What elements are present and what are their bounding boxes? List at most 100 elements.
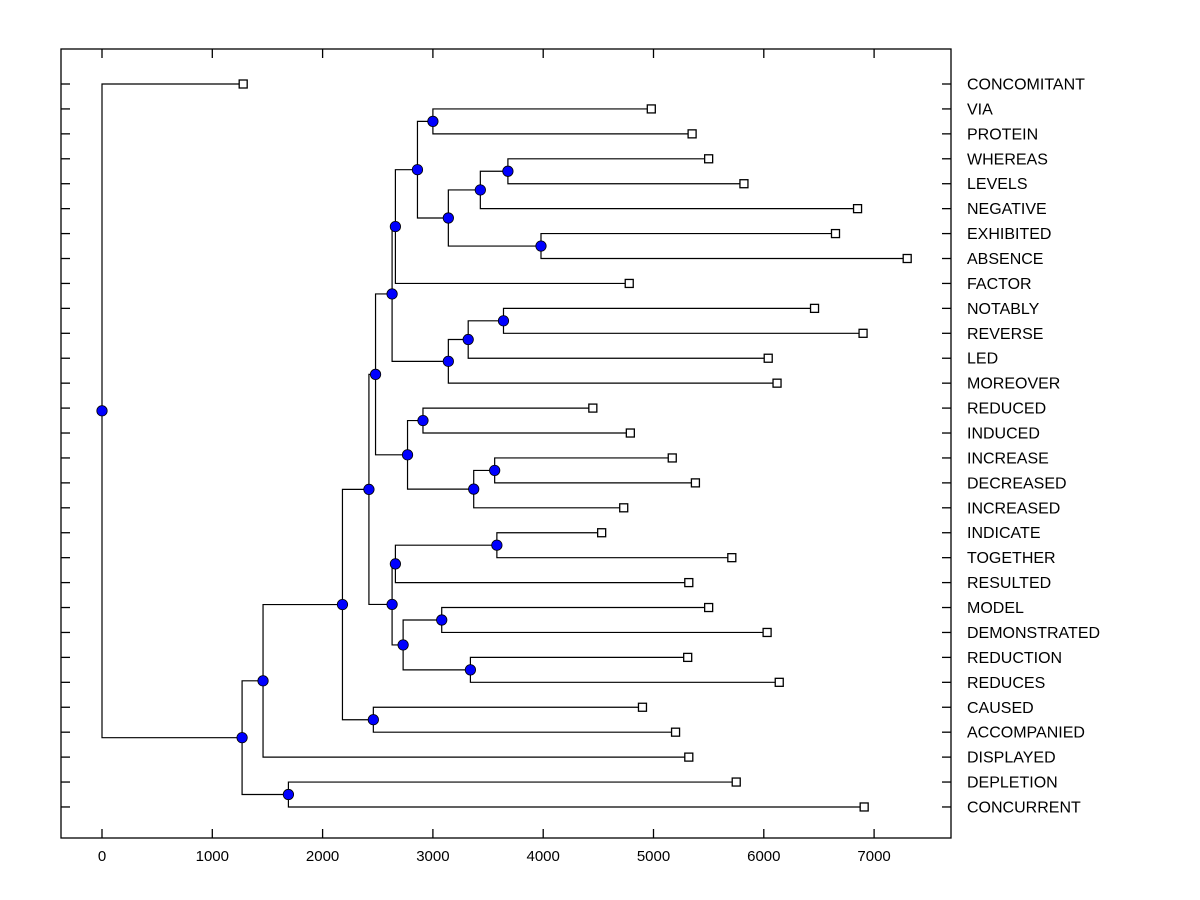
leaf-branch — [540, 232, 836, 247]
merge-node — [257, 675, 269, 687]
merge-node — [489, 464, 501, 477]
leaf-marker — [763, 353, 773, 363]
cluster-branch — [394, 544, 497, 564]
x-tick-label: 5000 — [637, 848, 670, 865]
merge-node — [464, 664, 477, 676]
leaf-marker — [667, 453, 677, 463]
x-tick-label: 4000 — [527, 848, 560, 865]
cluster-branch — [374, 374, 408, 456]
leaf-marker — [670, 727, 681, 737]
merge-node — [389, 558, 401, 570]
leaf-branch — [540, 246, 908, 260]
merge-node — [535, 240, 547, 252]
leaf-label: TOGETHER — [967, 550, 1056, 567]
leaf-label: INDUCED — [967, 426, 1040, 443]
leaf-branch — [502, 307, 815, 321]
cluster-branch — [447, 338, 469, 362]
cluster-branch — [241, 737, 289, 796]
leaf-label: VIA — [967, 101, 993, 118]
leaf-label: CONCOMITANT — [967, 77, 1085, 94]
merge-node — [462, 333, 474, 346]
cluster-branch — [368, 373, 376, 490]
x-tick-label: 2000 — [306, 848, 339, 865]
leaf-branch — [507, 158, 709, 172]
plot-frame — [60, 48, 952, 839]
cluster-branch — [406, 454, 474, 490]
leaf-marker — [858, 328, 868, 338]
cluster-branch — [241, 680, 264, 738]
leaf-label: INCREASED — [967, 500, 1060, 517]
cluster-branch — [406, 419, 423, 455]
cluster-branch — [473, 469, 495, 490]
leaf-marker — [774, 677, 784, 687]
leaf-label: INDICATE — [967, 525, 1040, 542]
cluster-branch — [479, 170, 508, 190]
cluster-branch — [447, 217, 541, 247]
leaf-label: ACCOMPANIED — [967, 725, 1085, 742]
leaf-branch — [467, 339, 769, 359]
cluster-branch — [368, 489, 393, 606]
merge-node — [474, 184, 486, 196]
leaf-label: CAUSED — [967, 700, 1034, 717]
leaf-label: LED — [967, 351, 998, 368]
leaf-branch — [422, 420, 631, 434]
cluster-branch — [374, 293, 393, 375]
leaf-label: MODEL — [967, 600, 1024, 617]
leaf-label: ABSENCE — [967, 251, 1043, 268]
x-tick-label: 3000 — [416, 848, 449, 865]
leaf-marker — [704, 154, 714, 164]
leaf-branch — [507, 171, 744, 185]
merge-node — [367, 714, 379, 726]
leaf-marker — [683, 652, 693, 663]
merge-node — [491, 539, 503, 551]
leaf-label: WHEREAS — [967, 151, 1048, 168]
cluster-branch — [341, 604, 374, 721]
leaf-label: CONCURRENT — [967, 799, 1081, 816]
x-tick-label: 0 — [98, 848, 106, 865]
leaf-marker — [739, 179, 749, 189]
cluster-branch — [402, 644, 471, 671]
merge-node — [442, 355, 454, 367]
leaf-branch — [262, 680, 689, 758]
merge-node — [411, 164, 424, 176]
leaf-marker — [637, 702, 648, 712]
leaf-branch — [432, 121, 693, 135]
leaf-label: LEVELS — [967, 176, 1027, 193]
merge-node — [386, 288, 398, 300]
leaf-marker — [684, 577, 694, 588]
leaf-branch — [441, 606, 709, 620]
cluster-branch — [391, 293, 449, 362]
merge-node — [417, 414, 429, 427]
leaf-branch — [447, 361, 778, 384]
leaf-branch — [502, 320, 864, 334]
leaf-label: REVERSE — [967, 326, 1043, 343]
cluster-branch — [101, 410, 243, 739]
merge-node — [401, 449, 414, 461]
leaf-marker — [625, 428, 635, 438]
leaves-layer — [238, 79, 912, 812]
cluster-branch — [394, 169, 418, 227]
leaf-label: RESULTED — [967, 575, 1051, 592]
leaf-label: DEMONSTRATED — [967, 625, 1100, 642]
leaf-label: REDUCES — [967, 675, 1045, 692]
merge-node — [442, 212, 454, 224]
leaf-marker — [902, 253, 912, 264]
leaf-label: DISPLAYED — [967, 750, 1056, 767]
leaf-branch — [441, 619, 768, 634]
leaf-branch — [479, 189, 858, 210]
leaf-marker — [830, 228, 841, 239]
cluster-branch — [341, 488, 369, 605]
leaf-marker — [772, 378, 782, 388]
leaf-label: PROTEIN — [967, 126, 1038, 143]
cluster-branch — [447, 189, 481, 218]
leaf-label: DEPLETION — [967, 775, 1058, 792]
merge-node — [436, 614, 448, 626]
leaf-label: REDUCED — [967, 401, 1046, 418]
leaf-label: REDUCTION — [967, 650, 1062, 667]
leaf-marker — [731, 777, 741, 787]
merge-node — [96, 405, 108, 417]
leaf-branch — [496, 532, 602, 546]
leaf-marker — [238, 79, 248, 89]
leaf-label: FACTOR — [967, 276, 1032, 293]
